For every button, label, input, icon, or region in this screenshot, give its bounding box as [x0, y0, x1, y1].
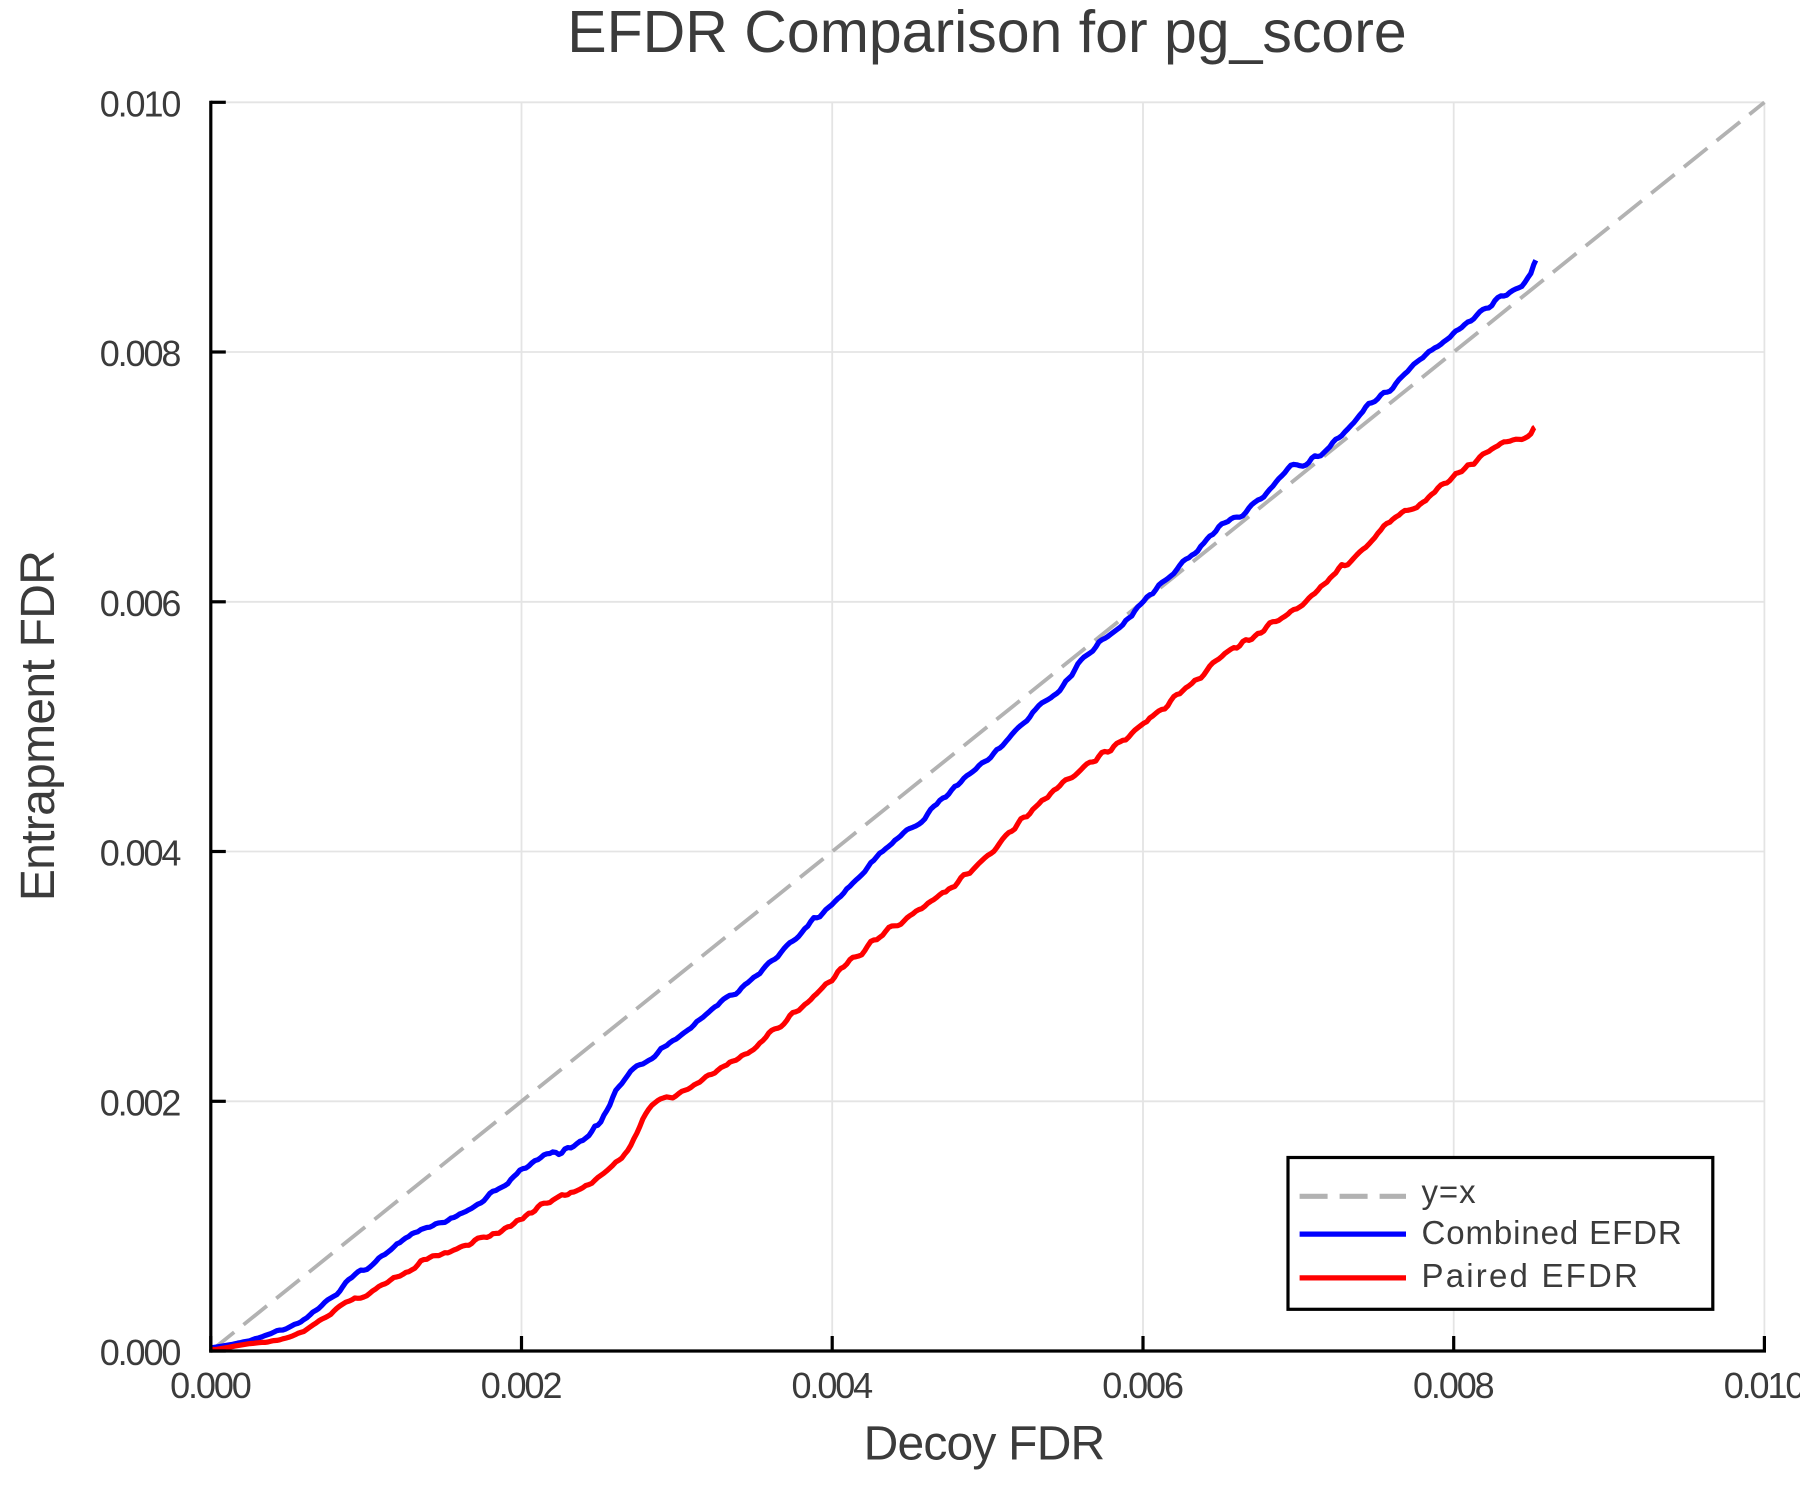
svg-text:0.010: 0.010 — [1724, 1365, 1800, 1406]
svg-text:0.000: 0.000 — [170, 1365, 251, 1406]
svg-text:Entrapment FDR: Entrapment FDR — [12, 551, 65, 901]
svg-text:0.004: 0.004 — [792, 1365, 873, 1406]
svg-text:0.000: 0.000 — [100, 1332, 181, 1373]
svg-text:Combined EFDR: Combined EFDR — [1422, 1214, 1683, 1251]
svg-text:0.004: 0.004 — [100, 833, 181, 874]
svg-text:y=x: y=x — [1422, 1173, 1477, 1210]
svg-text:EFDR Comparison for pg_score: EFDR Comparison for pg_score — [567, 0, 1406, 65]
svg-text:0.008: 0.008 — [100, 333, 181, 374]
svg-text:0.008: 0.008 — [1413, 1365, 1494, 1406]
svg-text:Paired EFDR: Paired EFDR — [1422, 1257, 1641, 1294]
svg-text:0.010: 0.010 — [100, 83, 181, 124]
svg-text:0.006: 0.006 — [1102, 1365, 1183, 1406]
svg-text:0.002: 0.002 — [100, 1082, 181, 1123]
svg-text:0.002: 0.002 — [481, 1365, 562, 1406]
svg-text:0.006: 0.006 — [100, 583, 181, 624]
svg-text:Decoy FDR: Decoy FDR — [864, 1417, 1105, 1470]
